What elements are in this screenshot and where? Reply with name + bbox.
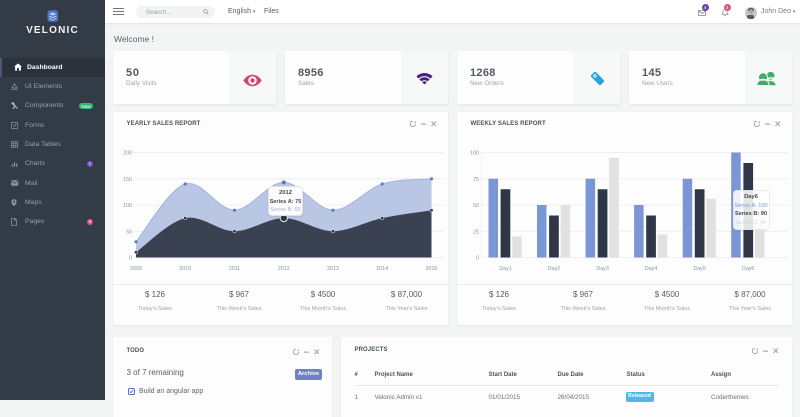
svg-text:2012: 2012 [278,266,290,272]
svg-text:25: 25 [473,229,479,235]
svg-text:Day4: Day4 [645,266,657,272]
svg-text:2011: 2011 [229,266,240,272]
svg-text:2010: 2010 [179,266,191,272]
svg-text:2013: 2013 [327,266,339,272]
svg-text:100: 100 [470,151,479,157]
svg-text:2014: 2014 [376,266,388,272]
svg-text:0: 0 [129,256,132,262]
svg-text:Day2: Day2 [548,266,560,272]
svg-text:0: 0 [476,256,479,262]
svg-text:50: 50 [126,229,132,235]
svg-text:2015: 2015 [426,266,438,272]
svg-text:200: 200 [123,151,132,157]
svg-text:Day3: Day3 [596,266,608,272]
svg-text:100: 100 [123,203,132,209]
svg-text:50: 50 [473,203,479,209]
svg-text:75: 75 [473,177,479,183]
svg-text:Day5: Day5 [694,266,706,272]
svg-text:Day1: Day1 [499,266,511,272]
svg-text:150: 150 [123,177,132,183]
svg-text:2009: 2009 [130,266,142,272]
svg-text:Day6: Day6 [742,266,754,272]
